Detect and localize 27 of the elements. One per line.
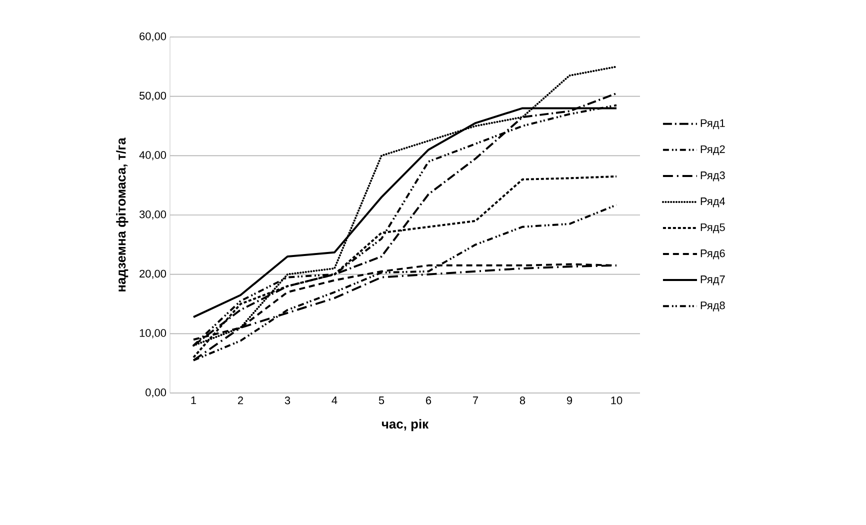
x-tick-label: 3	[284, 396, 290, 404]
x-tick-label: 5	[378, 396, 384, 404]
x-tick-label: 6	[426, 396, 432, 404]
x-tick-label: 4	[332, 396, 338, 404]
y-tick-label: 60,00	[140, 32, 166, 42]
x-tick-label: 7	[473, 396, 478, 404]
y-tick-label: 20,00	[140, 270, 166, 279]
x-tick-label: 1	[191, 396, 196, 404]
y-tick-label: 10,00	[140, 329, 166, 338]
legend-label: Ряд2	[700, 145, 725, 156]
legend-label: Ряд5	[700, 223, 725, 234]
y-tick-label: 50,00	[139, 92, 166, 101]
y-tick-label: 40,00	[139, 151, 166, 160]
y-tick-label: 30,00	[139, 210, 166, 220]
x-tick-label: 10	[611, 396, 622, 404]
legend-label: Ряд8	[700, 302, 725, 312]
x-tick-label: 2	[238, 396, 243, 404]
legend-label: Ряд6	[700, 249, 725, 260]
legend-label: Ряд1	[700, 119, 725, 130]
x-tick-label: 8	[520, 396, 526, 404]
y-axis-title: надземна фітомаса, т/га	[116, 138, 128, 292]
y-tick-label: 0,00	[146, 388, 166, 398]
x-axis-title: час, рік	[382, 419, 429, 432]
legend-label: Ряд3	[700, 171, 725, 182]
legend-label: Ряд4	[700, 198, 726, 208]
x-tick-label: 9	[566, 396, 572, 404]
legend-label: Ряд7	[700, 276, 725, 286]
